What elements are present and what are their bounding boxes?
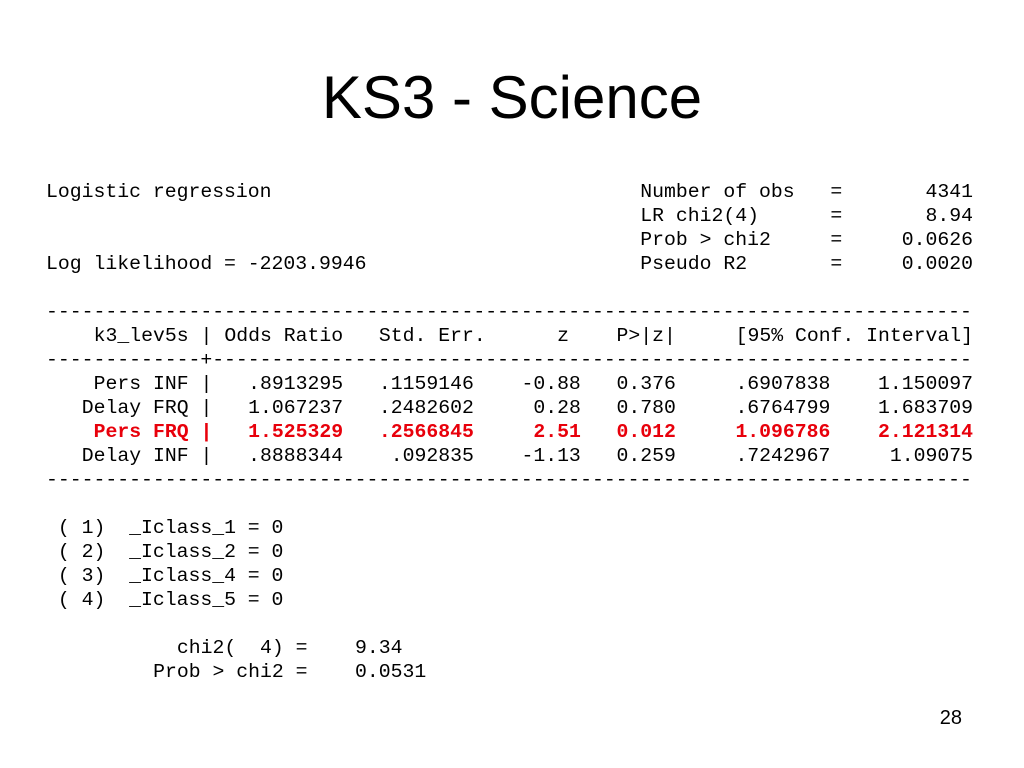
test-value: 0.0531: [355, 661, 427, 683]
stat-sign: =: [830, 229, 843, 251]
stat-value: 0.0626: [901, 229, 974, 251]
stat-value: 8.94: [925, 205, 974, 227]
constraint: ( 4) _Iclass_5 = 0: [57, 589, 284, 611]
column-header: P>|z|: [616, 325, 676, 347]
constraint: ( 3) _Iclass_4 = 0: [57, 565, 284, 587]
constraint: ( 2) _Iclass_2 = 0: [57, 541, 284, 563]
table-cell: -1.13: [521, 445, 581, 467]
stat-value: 0.0020: [901, 253, 974, 275]
column-header: Std. Err.: [378, 325, 486, 347]
divider: |: [200, 421, 213, 443]
constraint: ( 1) _Iclass_1 = 0: [57, 517, 284, 539]
row-label: Delay FRQ: [81, 397, 189, 419]
row-label: Delay INF: [81, 445, 189, 467]
row-label: Pers INF: [93, 373, 189, 395]
table-cell: 0.259: [616, 445, 676, 467]
table-cell: .8888344: [248, 445, 344, 467]
stat-label: Prob > chi2: [640, 229, 771, 251]
table-cell: 1.09075: [889, 445, 974, 467]
table-cell: 0.28: [533, 397, 581, 419]
stat-label: LR chi2(4): [640, 205, 759, 227]
table-cell: 1.525329: [248, 421, 344, 443]
table-cell: 1.683709: [878, 397, 974, 419]
stat-value: 4341: [925, 181, 974, 203]
table-cell: 1.150097: [878, 373, 974, 395]
table-cell: 2.121314: [878, 421, 974, 443]
page-number: 28: [939, 707, 962, 729]
test-label: chi2( 4) =: [176, 637, 308, 659]
table-cell: .2566845: [378, 421, 474, 443]
stat-sign: =: [830, 181, 843, 203]
rule: ----------------------------------------…: [46, 469, 972, 491]
stat-label: Pseudo R2: [640, 253, 748, 275]
stat-sign: =: [830, 205, 843, 227]
separator: -------------+--------------------------…: [46, 349, 972, 371]
table-cell: .7242967: [735, 445, 831, 467]
column-header: Odds Ratio: [224, 325, 344, 347]
log-likelihood: Log likelihood = -2203.9946: [46, 253, 367, 275]
table-cell: .6907838: [735, 373, 831, 395]
column-header: z: [557, 325, 569, 347]
model-name: Logistic regression: [46, 181, 272, 203]
stat-label: Number of obs: [640, 181, 795, 203]
table-cell: 0.376: [616, 373, 676, 395]
table-cell: .092835: [390, 445, 474, 467]
test-label: Prob > chi2 =: [153, 661, 308, 683]
table-cell: .2482602: [378, 397, 474, 419]
table-cell: .6764799: [735, 397, 831, 419]
divider: |: [200, 397, 213, 419]
column-header: k3_lev5s: [93, 325, 189, 347]
stat-sign: =: [830, 253, 843, 275]
rule: ----------------------------------------…: [46, 301, 972, 323]
table-cell: .8913295: [248, 373, 344, 395]
table-cell: 0.780: [616, 397, 676, 419]
column-header: [95% Conf. Interval]: [735, 325, 974, 347]
table-cell: 0.012: [616, 421, 676, 443]
slide-title: KS3 - Science: [321, 64, 703, 131]
table-cell: -0.88: [521, 373, 581, 395]
test-value: 9.34: [355, 637, 403, 659]
table-cell: 2.51: [533, 421, 581, 443]
divider: |: [200, 325, 213, 347]
row-label: Pers FRQ: [93, 421, 189, 443]
divider: |: [200, 373, 213, 395]
divider: |: [200, 445, 213, 467]
table-cell: 1.096786: [735, 421, 831, 443]
table-cell: 1.067237: [248, 397, 344, 419]
table-cell: .1159146: [378, 373, 474, 395]
